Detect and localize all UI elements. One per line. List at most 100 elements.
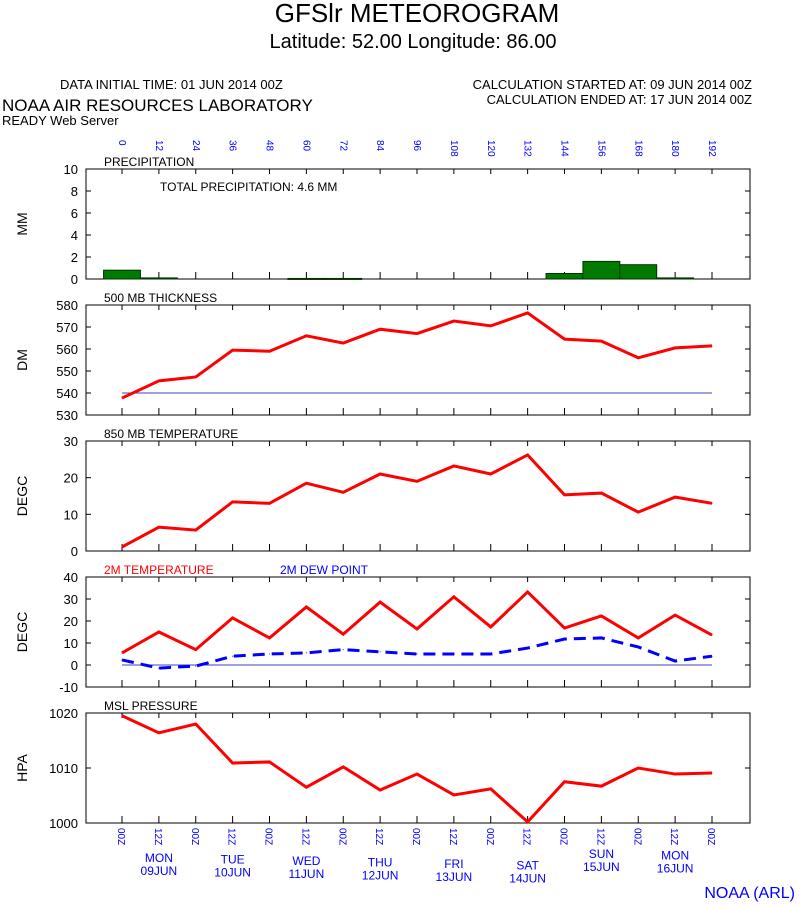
data-point	[564, 338, 565, 340]
top-hour-label: 120	[485, 140, 496, 157]
data-point	[674, 347, 676, 349]
data-point	[490, 626, 492, 628]
y-tick-label: 1000	[49, 816, 78, 831]
data-point	[674, 614, 676, 616]
calc-started: CALCULATION STARTED AT: 09 JUN 2014 00Z	[473, 77, 752, 92]
chart-title: GFSlr METEOROGRAM	[275, 0, 560, 28]
day-of-week-label: FRI	[444, 857, 463, 871]
y-tick-label: 10	[64, 507, 78, 522]
y-tick-label: 30	[64, 592, 78, 607]
data-point	[490, 788, 492, 790]
panel-frame	[85, 576, 751, 688]
top-hour-label: 144	[559, 140, 570, 157]
panel-title: MSL PRESSURE	[104, 699, 198, 713]
series-line	[121, 453, 713, 549]
data-point	[453, 596, 455, 598]
top-hour-label: 180	[669, 140, 680, 157]
chart-subtitle: Latitude: 52.00 Longitude: 86.00	[270, 31, 557, 53]
org-name: NOAA AIR RESOURCES LABORATORY	[2, 96, 313, 115]
date-label: 15JUN	[583, 860, 620, 874]
data-point	[269, 502, 270, 504]
top-hour-label: 24	[190, 140, 201, 152]
data-point	[527, 454, 529, 456]
data-point	[305, 652, 307, 654]
data-point	[711, 502, 713, 504]
panel-title: PRECIPITATION	[104, 155, 194, 169]
top-hour-label: 12	[153, 140, 164, 152]
data-point	[158, 526, 160, 528]
data-point	[195, 723, 197, 725]
bottom-time-label: 00Z	[705, 828, 716, 845]
y-tick-label: 0	[71, 658, 78, 673]
date-label: 11JUN	[288, 867, 324, 881]
bottom-time-label: 12Z	[226, 828, 237, 845]
bottom-time-label: 12Z	[668, 828, 679, 845]
data-point	[379, 651, 381, 653]
data-point	[195, 649, 197, 651]
y-tick-label: 10	[64, 636, 78, 651]
data-point	[305, 335, 307, 337]
initial-time: DATA INITIAL TIME: 01 JUN 2014 00Z	[60, 77, 283, 92]
data-point	[305, 606, 307, 608]
date-label: 10JUN	[214, 866, 251, 880]
y-tick-label: 1020	[49, 706, 78, 721]
series-line-1	[121, 636, 713, 670]
y-tick-label: 570	[56, 320, 78, 335]
top-hour-label: 108	[448, 140, 459, 157]
precip-bar	[545, 273, 584, 280]
data-point	[342, 649, 344, 651]
bottom-time-label: 00Z	[410, 828, 421, 845]
data-point	[195, 665, 197, 667]
data-point	[416, 773, 418, 775]
bottom-time-label: 12Z	[373, 828, 384, 845]
series-line-0	[121, 589, 713, 655]
data-point	[637, 357, 639, 359]
y-tick-label: 40	[64, 570, 78, 585]
total-precipitation: TOTAL PRECIPITATION: 4.6 MM	[160, 180, 337, 194]
data-point	[564, 638, 565, 640]
day-of-week-label: MON	[145, 851, 173, 865]
footer-credit: NOAA (ARL)	[704, 885, 795, 902]
y-tick-label: 0	[71, 272, 78, 287]
data-point	[269, 761, 270, 763]
data-point	[600, 340, 602, 342]
data-point	[416, 653, 418, 655]
data-point	[232, 655, 234, 657]
precip-bar	[656, 277, 695, 280]
y-tick-label: 10	[64, 162, 78, 177]
top-hour-label: 0	[116, 140, 127, 146]
top-hour-label: 168	[632, 140, 643, 157]
top-hour-label: 36	[227, 140, 238, 152]
data-point	[564, 494, 565, 496]
top-hour-label: 84	[374, 140, 385, 152]
data-point	[232, 762, 234, 764]
data-point	[600, 637, 602, 639]
bottom-time-label: 00Z	[115, 828, 126, 845]
date-label: 16JUN	[657, 862, 694, 876]
data-point	[453, 320, 455, 322]
data-point	[600, 785, 602, 787]
data-point	[305, 786, 307, 788]
data-point	[121, 546, 123, 548]
data-point	[305, 482, 307, 484]
panel-frame	[85, 440, 751, 552]
data-point	[269, 350, 270, 352]
data-point	[379, 789, 381, 791]
bottom-time-label: 00Z	[189, 828, 200, 845]
series-line	[121, 714, 713, 825]
data-point	[342, 342, 344, 344]
data-point	[379, 601, 381, 603]
y-axis-label: MM	[14, 212, 30, 235]
y-axis-label: DM	[14, 349, 30, 371]
y-axis-label: HPA	[14, 753, 30, 781]
data-point	[490, 653, 492, 655]
data-point	[121, 659, 123, 661]
data-point	[342, 633, 344, 635]
day-of-week-label: WED	[292, 854, 320, 868]
data-point	[711, 345, 713, 347]
precip-bar	[139, 277, 178, 280]
precip-bar	[582, 260, 621, 280]
data-point	[490, 473, 492, 475]
day-of-week-label: SUN	[589, 847, 614, 861]
series-line	[121, 311, 713, 400]
